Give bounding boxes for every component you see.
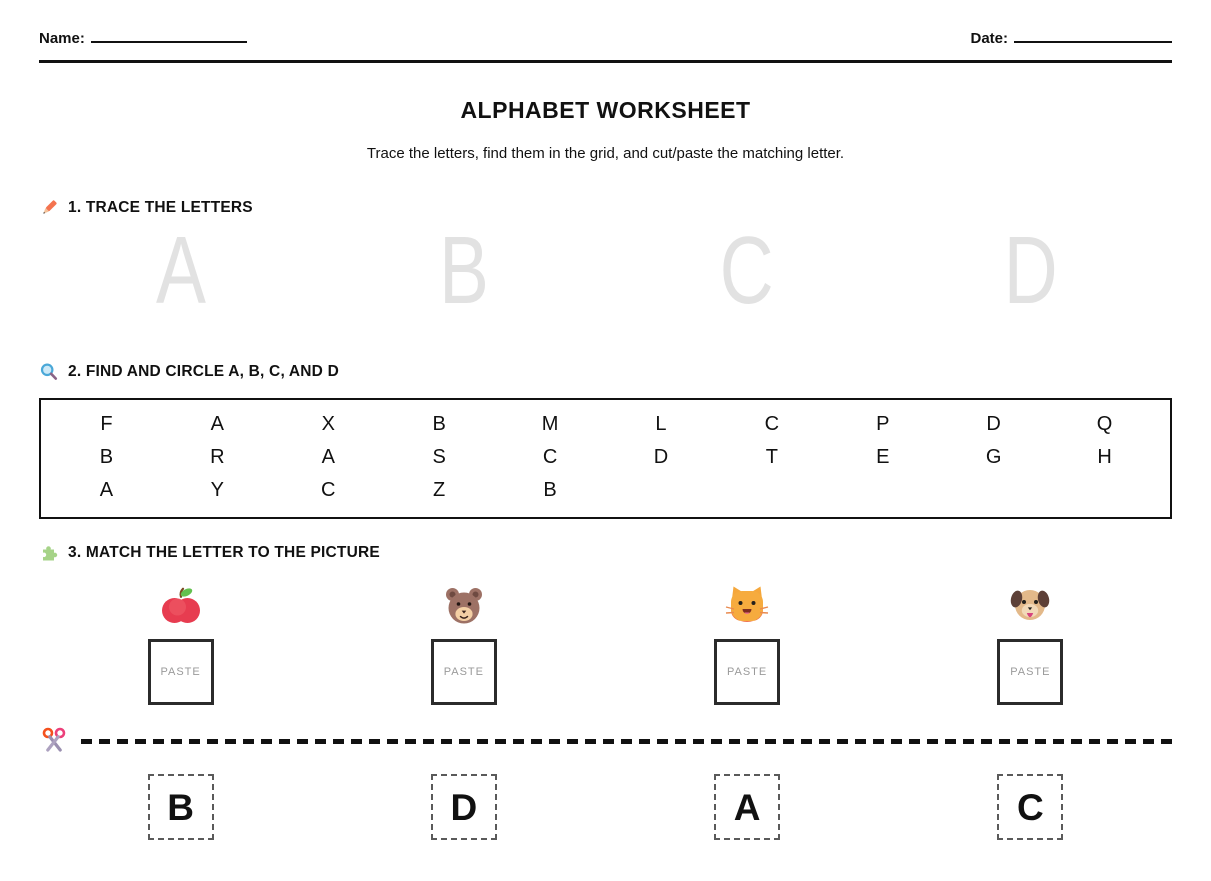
cutout-box: A	[714, 774, 781, 840]
date-blank-line	[1014, 31, 1172, 43]
grid-letter: Z	[433, 479, 446, 501]
grid-letter: A	[321, 446, 335, 468]
cutout-letter: D	[450, 786, 478, 828]
paste-label: PASTE	[1010, 666, 1051, 678]
grid-letter: F	[100, 413, 113, 435]
cut-line	[39, 725, 1172, 757]
section-heading-match-label: 3. MATCH THE LETTER TO THE PICTURE	[68, 544, 380, 561]
letter-search-grid: F A X B M L C P D Q B R A S C D T E G H …	[39, 398, 1172, 519]
trace-letter: B	[438, 217, 489, 324]
match-row: PASTE PASTE	[39, 583, 1172, 705]
paste-box-dog: PASTE	[997, 639, 1064, 705]
match-item-apple: PASTE	[39, 583, 322, 705]
scissors-icon	[42, 727, 66, 752]
grid-letter: E	[876, 446, 890, 468]
page-title: ALPHABET WORKSHEET	[460, 97, 751, 123]
date-field: Date:	[970, 30, 1172, 48]
dashed-cut-rule	[81, 738, 1172, 744]
section-heading-match: 3. MATCH THE LETTER TO THE PICTURE	[39, 543, 1172, 563]
name-field: Name:	[39, 30, 247, 48]
bear-icon	[445, 588, 482, 624]
grid-letter: G	[985, 446, 1002, 468]
cutout-letter: C	[1017, 786, 1044, 828]
grid-letter: A	[210, 413, 225, 435]
page-subtitle: Trace the letters, find them in the grid…	[366, 145, 845, 162]
trace-letter: D	[1003, 217, 1058, 324]
name-label: Name:	[39, 30, 85, 47]
grid-letter: B	[543, 479, 557, 501]
trace-letter: C	[720, 217, 775, 324]
section-heading-find: 2. FIND AND CIRCLE A, B, C, AND D	[39, 362, 1172, 382]
match-item-cat: PASTE	[606, 583, 889, 705]
trace-letter: A	[155, 217, 206, 324]
match-item-dog: PASTE	[889, 583, 1172, 705]
grid-letter: H	[1097, 446, 1112, 468]
paste-box-bear: PASTE	[430, 639, 497, 705]
grid-letter: C	[321, 479, 336, 501]
trace-letters-row: A B C D	[39, 220, 1172, 322]
grid-letter: T	[765, 446, 778, 468]
grid-letter: B	[432, 413, 446, 435]
paste-label: PASTE	[160, 666, 201, 678]
grid-letter: D	[986, 413, 1001, 435]
section-heading-find-label: 2. FIND AND CIRCLE A, B, C, AND D	[68, 363, 339, 380]
cutout-letters-row: B D A C	[39, 774, 1172, 840]
paste-box-cat: PASTE	[714, 639, 781, 705]
header: Name: Date:	[39, 30, 1172, 48]
paste-box-apple: PASTE	[147, 639, 214, 705]
cutout-box: D	[430, 774, 497, 840]
cutout-box: C	[997, 774, 1064, 840]
grid-letter: C	[542, 446, 558, 468]
grid-letter: D	[653, 446, 669, 468]
date-label: Date:	[970, 30, 1008, 47]
grid-letter: Y	[210, 479, 225, 501]
worksheet-page: Name: Date: ALPHABET WORKSHEET Trace the…	[39, 30, 1172, 840]
grid-letter: M	[541, 413, 559, 435]
magnifier-icon	[40, 363, 58, 380]
pencil-icon	[43, 200, 57, 214]
grid-letter: Q	[1096, 413, 1113, 435]
cutout-letter: A	[733, 786, 761, 828]
header-divider	[39, 60, 1172, 63]
match-item-bear: PASTE	[322, 583, 605, 705]
grid-letter: A	[99, 479, 114, 501]
grid-letter: R	[210, 446, 225, 468]
cat-icon	[725, 586, 769, 622]
section-heading-trace-label: 1. TRACE THE LETTERS	[68, 199, 253, 216]
apple-icon	[161, 587, 200, 623]
section-heading-trace: 1. TRACE THE LETTERS	[39, 198, 1172, 218]
grid-letter: S	[432, 446, 446, 468]
grid-letter: B	[99, 446, 114, 468]
cutout-box: B	[147, 774, 214, 840]
puzzle-icon	[43, 546, 58, 561]
grid-letter: L	[655, 413, 667, 435]
name-blank-line	[90, 31, 247, 43]
dog-icon	[1011, 590, 1050, 620]
paste-label: PASTE	[726, 666, 768, 678]
paste-label: PASTE	[443, 666, 484, 678]
grid-letter: C	[764, 413, 780, 435]
cutout-letter: B	[167, 786, 194, 828]
grid-letter: X	[321, 413, 335, 435]
grid-letter: P	[876, 413, 890, 435]
